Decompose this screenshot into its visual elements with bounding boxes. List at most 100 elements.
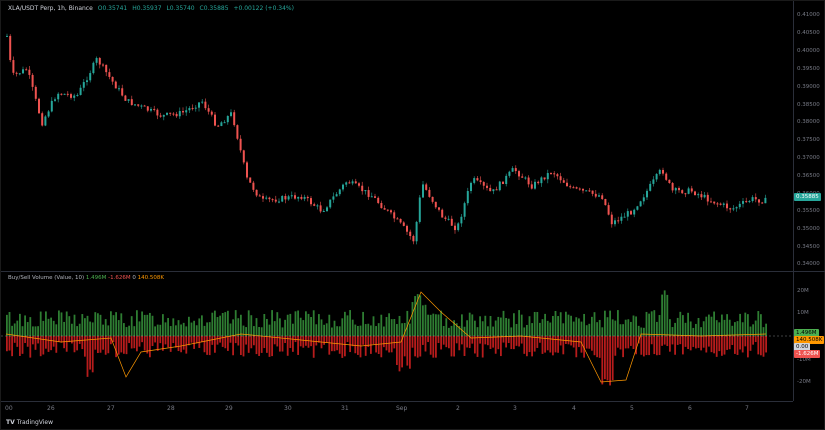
candle-body bbox=[370, 196, 373, 198]
sell-volume-bar bbox=[73, 336, 76, 353]
sell-volume-bar bbox=[575, 336, 578, 358]
sell-volume-bar bbox=[55, 336, 58, 353]
candle-body bbox=[658, 169, 661, 174]
sell-volume-bar bbox=[721, 336, 723, 356]
candle-body bbox=[217, 125, 220, 127]
candle-body bbox=[348, 182, 351, 184]
sell-volume-bar bbox=[536, 336, 539, 348]
buy-volume-bar bbox=[232, 319, 234, 336]
candle-body bbox=[386, 209, 389, 211]
sell-volume-bar bbox=[91, 336, 94, 373]
buy-volume-bar bbox=[253, 326, 255, 336]
volume-tick: 20M bbox=[797, 288, 809, 294]
candle-body bbox=[674, 188, 677, 191]
buy-volume-bar bbox=[526, 324, 528, 336]
buy-volume-bar bbox=[487, 326, 489, 336]
candle-body bbox=[220, 122, 223, 127]
buy-volume-bar bbox=[11, 325, 13, 336]
sell-volume-bar bbox=[398, 336, 401, 372]
buy-volume-bar bbox=[240, 314, 242, 336]
candle-body bbox=[546, 173, 549, 180]
sell-volume-bar bbox=[206, 336, 208, 355]
sell-volume-bar bbox=[120, 336, 123, 353]
sell-volume-bar bbox=[338, 336, 341, 354]
buy-volume-bar bbox=[627, 319, 630, 336]
sell-volume-bar bbox=[336, 336, 338, 351]
buy-volume-bar bbox=[195, 325, 198, 336]
candle-body bbox=[722, 203, 725, 205]
sell-volume-bar bbox=[640, 336, 643, 355]
buy-volume-bar bbox=[302, 320, 305, 336]
sell-volume-bar bbox=[104, 336, 107, 355]
candle-body bbox=[428, 189, 431, 197]
volume-pane[interactable]: Buy/Sell Volume (Value, 10) 1.496M -1.62… bbox=[1, 272, 793, 401]
candle-body bbox=[550, 173, 552, 175]
buy-volume-bar bbox=[736, 321, 739, 336]
sell-volume-bar bbox=[359, 336, 362, 358]
buy-sell-volume-chart[interactable] bbox=[1, 272, 793, 401]
buy-volume-bar bbox=[622, 324, 624, 336]
candle-body bbox=[114, 81, 117, 89]
buy-volume-bar bbox=[58, 310, 60, 336]
time-tick: 3 bbox=[513, 405, 517, 412]
sell-volume-bar bbox=[539, 336, 541, 343]
buy-volume-bar bbox=[99, 314, 102, 336]
time-scale[interactable] bbox=[1, 401, 793, 417]
buy-volume-bar bbox=[312, 310, 315, 336]
buy-volume-bar bbox=[388, 313, 390, 336]
buy-volume-bar bbox=[593, 312, 596, 336]
tradingview-logo[interactable]: TV TradingView bbox=[6, 419, 53, 426]
candle-body bbox=[182, 111, 184, 113]
candle-body bbox=[498, 181, 501, 191]
buy-volume-bar bbox=[601, 327, 604, 336]
sell-volume-bar bbox=[11, 336, 13, 357]
candle-body bbox=[338, 189, 341, 195]
buy-volume-bar bbox=[393, 319, 396, 336]
candle-body bbox=[431, 196, 434, 202]
candle-body bbox=[354, 181, 357, 184]
buy-volume-bar bbox=[510, 327, 513, 336]
buy-volume-bar bbox=[432, 313, 435, 336]
sell-volume-bar bbox=[596, 336, 598, 358]
sell-volume-bar bbox=[580, 336, 583, 353]
candlestick-chart[interactable] bbox=[1, 1, 793, 271]
candle-body bbox=[588, 190, 591, 192]
sell-volume-bar bbox=[94, 336, 97, 350]
candle-body bbox=[191, 108, 194, 110]
candle-body bbox=[66, 93, 69, 95]
sell-volume-bar bbox=[47, 336, 50, 352]
sell-volume-bar bbox=[258, 336, 260, 356]
candle-body bbox=[524, 177, 527, 179]
price-scale[interactable] bbox=[793, 1, 825, 401]
pane-separator[interactable] bbox=[1, 271, 825, 272]
sell-volume-bar bbox=[190, 336, 193, 343]
sell-volume-bar bbox=[341, 336, 344, 358]
candle-body bbox=[108, 72, 111, 77]
sell-volume-bar bbox=[432, 336, 435, 358]
buy-volume-bar bbox=[159, 324, 162, 336]
sell-volume-bar bbox=[715, 336, 718, 357]
buy-volume-bar bbox=[310, 316, 312, 336]
candle-body bbox=[466, 191, 469, 204]
buy-volume-badge: 1.496M bbox=[794, 329, 819, 337]
buy-volume-bar bbox=[149, 312, 151, 336]
candle-body bbox=[700, 194, 703, 198]
sell-volume-bar bbox=[383, 336, 385, 348]
sell-volume-bar bbox=[156, 336, 159, 351]
price-tick: 0.34000 bbox=[797, 261, 820, 267]
buy-volume-bar bbox=[13, 323, 16, 336]
buy-volume-bar bbox=[559, 312, 562, 336]
buy-volume-bar bbox=[739, 313, 741, 336]
price-pane[interactable]: XLA/USDT Perp, 1h, Binance O0.35741 H0.3… bbox=[1, 1, 793, 271]
ma-badge: 140.508K bbox=[794, 336, 825, 344]
candle-body bbox=[278, 201, 280, 203]
sell-volume-bar bbox=[567, 336, 570, 345]
candle-body bbox=[511, 168, 514, 172]
candle-body bbox=[63, 93, 66, 95]
sell-volume-bar bbox=[728, 336, 731, 350]
buy-volume-bar bbox=[211, 312, 214, 336]
sell-volume-bar bbox=[195, 336, 198, 344]
candle-body bbox=[230, 112, 232, 116]
sell-volume-bar bbox=[24, 336, 26, 343]
price-tick: 0.37500 bbox=[797, 137, 820, 143]
